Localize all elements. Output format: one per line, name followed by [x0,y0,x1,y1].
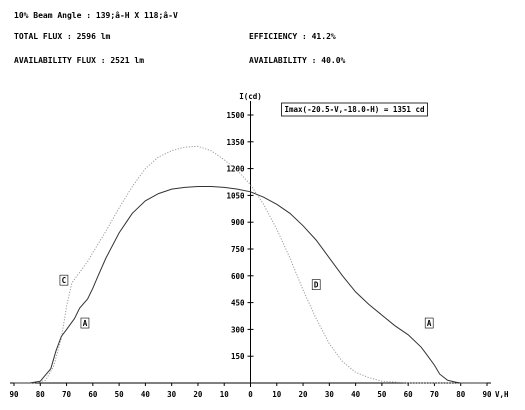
total-flux-label: TOTAL FLUX : 2596 lm [14,32,111,41]
x-tick-label: 90 [9,390,19,399]
y-axis-title: I(cd) [239,92,262,101]
curve-label-box [59,274,69,286]
curve-label-box [80,317,90,329]
imax-annotation-box [281,102,428,117]
x-tick-label: 60 [404,390,414,399]
curve-label: A [427,319,432,328]
x-tick-label: 20 [299,390,309,399]
availability-flux-label: AVAILABILITY FLUX : 2521 lm [14,56,145,65]
y-tick-label: 1350 [226,138,245,147]
curve-label-box [311,279,321,290]
x-tick-label: 30 [167,390,177,399]
x-axis-title: V,H [495,390,509,399]
curve-label-box [424,317,434,329]
x-tick-label: 30 [325,390,335,399]
chart-axes: 90 80 70 60 50 40 30 20 10 0 10 20 30 40 50 60 70 80 90 V,H… [9,92,509,399]
x-tick-label: 50 [115,390,125,399]
x-tick-label: 80 [36,390,46,399]
y-tick-label: 300 [231,325,245,334]
efficiency-label: EFFICIENCY : 41.2% [249,32,336,41]
x-tick-label: 50 [377,390,387,399]
x-tick-label: 10 [220,390,230,399]
x-tick-label: 90 [482,390,492,399]
y-tick-label: 750 [231,245,245,254]
x-tick-label: 10 [272,390,282,399]
y-tick-label: 600 [231,272,245,281]
x-tick-label: 0 [248,390,253,399]
y-tick-label: 900 [231,218,245,227]
availability-label: AVAILABILITY : 40.0% [249,56,346,65]
curve-label: A [83,319,88,328]
curve-label: D [314,281,319,290]
x-tick-label: 40 [351,390,361,399]
x-tick-label: 40 [141,390,151,399]
series-A-line [14,186,487,384]
chart-labels: Imax(-20.5-V,-18.0-H) = 1351 cd C A D A [59,102,434,329]
y-tick-label: 450 [231,299,245,308]
beam-angle-label: 10% Beam Angle : 139;â-H X 118;â-V [14,11,178,20]
y-tick-label: 1500 [226,111,245,120]
x-tick-label: 70 [430,390,440,399]
x-tick-label: 20 [193,390,203,399]
y-tick-label: 150 [231,352,245,361]
x-tick-label: 80 [456,390,466,399]
x-tick-label: 60 [88,390,98,399]
y-tick-label: 1050 [226,191,245,200]
imax-annotation: Imax(-20.5-V,-18.0-H) = 1351 cd [285,105,425,114]
chart-curves [14,145,487,384]
curve-label: C [62,276,67,285]
series-C-line [14,145,487,384]
x-tick-label: 70 [62,390,72,399]
